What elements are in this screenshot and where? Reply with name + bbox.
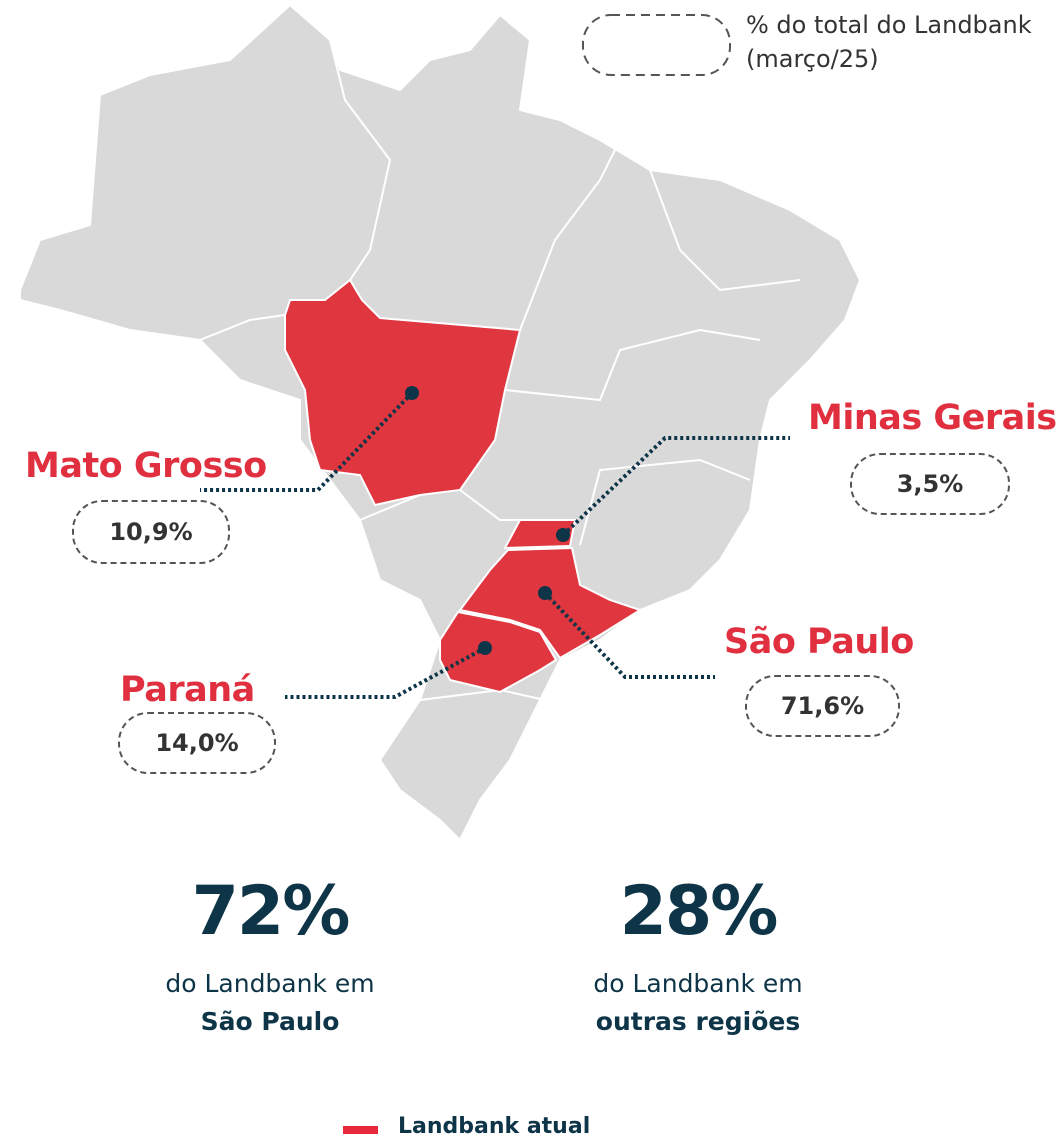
parana xyxy=(439,610,558,694)
key-box xyxy=(582,14,731,76)
state-share: 10,9% xyxy=(72,500,230,564)
stat-text: do Landbank em outras regiões xyxy=(538,965,858,1041)
markers xyxy=(405,386,570,655)
mato-grosso xyxy=(284,278,522,507)
state-share: 3,5% xyxy=(850,453,1010,515)
stat-text: do Landbank em São Paulo xyxy=(110,965,430,1041)
minas-gerais xyxy=(503,519,577,550)
stat-text-line: do Landbank em xyxy=(593,969,803,998)
state-share: 14,0% xyxy=(118,712,276,774)
state-label: São Paulo xyxy=(724,622,914,662)
legend-swatch xyxy=(343,1126,378,1134)
sao-paulo xyxy=(458,546,643,660)
leader-lines xyxy=(200,391,790,699)
state-borders xyxy=(199,39,801,701)
stat-region: São Paulo xyxy=(200,1007,340,1036)
stat-value: 28% xyxy=(619,872,779,951)
state-label: Mato Grosso xyxy=(25,446,267,486)
state-share: 71,6% xyxy=(745,675,900,737)
legend-label: Landbank atual xyxy=(398,1114,591,1139)
state-label: Paraná xyxy=(120,670,255,710)
state-label: Minas Gerais xyxy=(808,398,1057,438)
key-label: % do total do Landbank (março/25) xyxy=(746,11,1032,73)
stat-text-line: do Landbank em xyxy=(165,969,375,998)
stat-region: outras regiões xyxy=(595,1007,801,1036)
stat-value: 72% xyxy=(191,872,351,951)
